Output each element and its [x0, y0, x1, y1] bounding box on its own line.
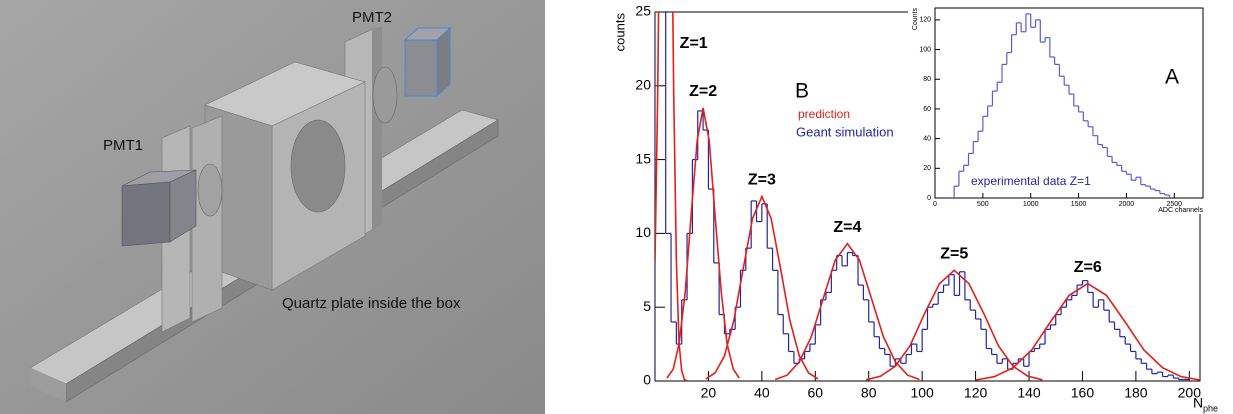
pmt1-front: [122, 182, 170, 246]
pmt2-side: [437, 28, 450, 96]
y-tick-label: 120: [919, 17, 931, 24]
x-tick-label: 140: [1017, 384, 1041, 400]
x-tick-label: 40: [754, 384, 770, 400]
y-tick-label: 0: [927, 195, 931, 202]
annotation: experimental data Z=1: [971, 174, 1091, 188]
y-tick-label: 10: [635, 224, 651, 240]
plate: [192, 116, 222, 322]
y-tick-label: 15: [635, 150, 651, 166]
x-tick-label: 1000: [1023, 201, 1039, 208]
y-tick-label: 100: [919, 46, 931, 53]
x-axis-label: N: [1193, 395, 1203, 411]
x-tick-label: 100: [910, 384, 934, 400]
x-tick-label: 20: [701, 384, 717, 400]
panel-label: A: [1165, 66, 1179, 89]
prediction-curve: [976, 284, 1200, 380]
x-tick-label: 1500: [1071, 201, 1087, 208]
detector-render: PMT1 PMT2 Quartz plate inside the box: [0, 0, 545, 414]
legend-entry: Geant simulation: [796, 124, 894, 139]
x-tick-label: 2000: [1119, 201, 1135, 208]
x-tick-label: 500: [977, 201, 989, 208]
y-tick-label: 80: [923, 76, 931, 83]
figure: PMT1 PMT2 Quartz plate inside the box 20…: [0, 0, 1233, 414]
plate-edge: [372, 26, 382, 230]
x-tick-label: 180: [1124, 384, 1148, 400]
x-tick-label: 120: [964, 384, 988, 400]
x-axis-label: ADC channels: [1158, 207, 1203, 214]
y-axis-label: counts: [612, 13, 627, 52]
curve-label: Z=3: [748, 172, 776, 189]
prediction-curve: [706, 197, 818, 379]
y-tick-label: 60: [923, 106, 931, 113]
x-tick-label: 60: [808, 384, 824, 400]
curve-label: Z=1: [680, 35, 708, 52]
curve-label: Z=6: [1074, 259, 1102, 276]
y-tick-label: 25: [635, 3, 651, 19]
y-axis-label: Counts: [912, 8, 919, 31]
y-tick-label: 20: [923, 165, 931, 172]
x-tick-label: 160: [1071, 384, 1095, 400]
box-window: [291, 120, 345, 212]
y-tick-label: 40: [923, 135, 931, 142]
label: Quartz plate inside the box: [282, 295, 461, 312]
label: PMT2: [352, 9, 392, 26]
x-tick-label: 80: [861, 384, 877, 400]
curve-label: Z=5: [940, 246, 968, 263]
curve-label: Z=4: [833, 219, 861, 236]
pmt2-front: [405, 40, 437, 96]
legend-entry: prediction: [798, 107, 850, 121]
tube: [373, 67, 397, 123]
prediction-curve: [667, 108, 739, 378]
tube: [198, 164, 222, 216]
y-tick-label: 20: [635, 77, 651, 93]
panel-label: B: [795, 80, 809, 103]
y-tick-label: 5: [643, 298, 651, 314]
label: PMT1: [103, 137, 143, 154]
y-tick-label: 0: [643, 372, 651, 388]
x-tick-label: 0: [933, 201, 937, 208]
curve-label: Z=2: [689, 83, 717, 100]
x-axis-label-subscript: phe: [1203, 403, 1218, 413]
